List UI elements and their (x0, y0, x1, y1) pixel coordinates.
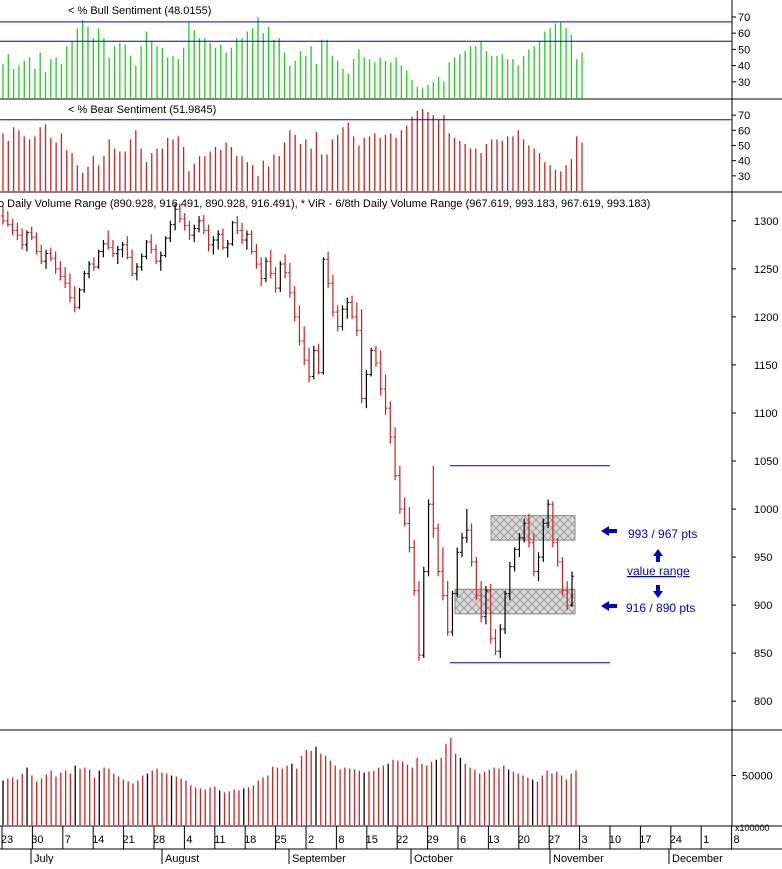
x-tick-label: 8 (734, 834, 740, 846)
bull-sentiment-title: < % Bull Sentiment (48.0155) (68, 5, 211, 17)
y-tick-label: 30 (738, 77, 750, 89)
x-tick-label: 18 (244, 834, 256, 846)
x-tick-label: 4 (186, 834, 192, 846)
price-chart-title: o Daily Volume Range (890.928, 916.491, … (0, 198, 650, 210)
value-range-annotation: value range (627, 564, 690, 578)
y-tick-label: 70 (738, 110, 750, 122)
x-tick-label: 6 (460, 834, 466, 846)
price-panel: 1300 1250 1200 1150 1100 1050 1000 950 900 850 800 (1, 203, 778, 708)
y-tick-label: 950 (754, 552, 772, 564)
y-tick-label: 60 (738, 28, 750, 40)
month-label: October (414, 853, 453, 864)
y-tick-label: 1000 (754, 504, 778, 516)
x-axis: 23 30 7 14 21 28 4 11 18 25 2 8 15 22 29 6 13 20 27 3 10 17 24… (0, 826, 782, 865)
y-tick-label: 40 (738, 156, 750, 168)
bull-sentiment-panel: 70 60 50 40 30 (0, 12, 750, 98)
x-tick-label: 2 (308, 834, 314, 846)
x-tick-label: 22 (396, 834, 408, 846)
y-tick-label: 70 (738, 12, 750, 24)
x-tick-label: 24 (670, 834, 682, 846)
bear-sentiment-panel: 70 60 50 40 30 (0, 109, 750, 191)
month-label: July (34, 853, 54, 864)
lower-value-zone (454, 588, 576, 615)
x-tick-label: 8 (338, 834, 344, 846)
x-tick-label: 29 (426, 834, 438, 846)
x-tick-label: 17 (639, 834, 651, 846)
y-tick-label: 850 (754, 648, 772, 660)
x-tick-label: 23 (1, 834, 13, 846)
x-tick-label: 28 (153, 834, 165, 846)
y-tick-label: 40 (738, 61, 750, 73)
y-tick-label: 50 (738, 44, 750, 56)
y-tick-label: 1300 (754, 216, 778, 228)
y-tick-label: 60 (738, 125, 750, 137)
up-arrow-icon (653, 549, 663, 562)
y-tick-label: 1200 (754, 312, 778, 324)
month-label: September (292, 853, 346, 864)
x-tick-label: 20 (518, 834, 530, 846)
y-tick-label: 30 (738, 171, 750, 183)
month-label: August (165, 853, 199, 864)
x-tick-label: 10 (609, 834, 621, 846)
left-arrow-icon (601, 526, 617, 536)
y-tick-label: 900 (754, 600, 772, 612)
upper-zone-annotation: 993 / 967 pts (628, 527, 697, 541)
x-tick-label: 7 (65, 834, 71, 846)
x-tick-label: 21 (122, 834, 134, 846)
volume-multiplier-label: x100000 (735, 823, 770, 833)
month-label: December (672, 853, 723, 864)
bear-sentiment-title: < % Bear Sentiment (51.9845) (68, 104, 216, 116)
y-tick-label: 1150 (754, 360, 778, 372)
month-label: November (553, 853, 604, 864)
y-tick-label: 1100 (754, 408, 778, 420)
y-tick-label: 1050 (754, 456, 778, 468)
x-tick-label: 27 (548, 834, 560, 846)
left-arrow-icon (601, 601, 617, 611)
x-tick-label: 25 (274, 834, 286, 846)
x-tick-label: 1 (703, 834, 709, 846)
y-tick-label: 1250 (754, 264, 778, 276)
x-tick-label: 14 (92, 834, 104, 846)
down-arrow-icon (653, 585, 663, 598)
x-tick-label: 30 (31, 834, 43, 846)
lower-zone-annotation: 916 / 890 pts (626, 601, 695, 615)
x-tick-label: 15 (366, 834, 378, 846)
volume-panel: 50000 (2, 737, 773, 825)
x-tick-label: 11 (214, 834, 225, 846)
x-tick-label: 13 (487, 834, 499, 846)
y-tick-label: 50 (738, 140, 750, 152)
x-tick-label: 3 (582, 834, 588, 846)
y-tick-label: 50000 (742, 771, 773, 783)
upper-value-zone (490, 515, 576, 541)
panel-frames (0, 0, 782, 827)
y-tick-label: 800 (754, 696, 772, 708)
